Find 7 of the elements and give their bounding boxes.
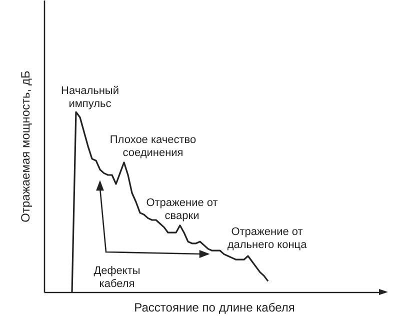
annotation: Дефекты кабеля [94, 265, 140, 290]
annotation: Отражение от дальнего конца [227, 226, 308, 251]
y-axis-title: Отражаемая мощность, дБ [18, 70, 32, 222]
annotation: Отражение от сварки [146, 197, 218, 222]
text: Начальный импульс [61, 85, 119, 110]
annotation: Плохое качество соединения [110, 134, 196, 159]
x-axis-title: Расстояние по длине кабеля [134, 300, 295, 314]
